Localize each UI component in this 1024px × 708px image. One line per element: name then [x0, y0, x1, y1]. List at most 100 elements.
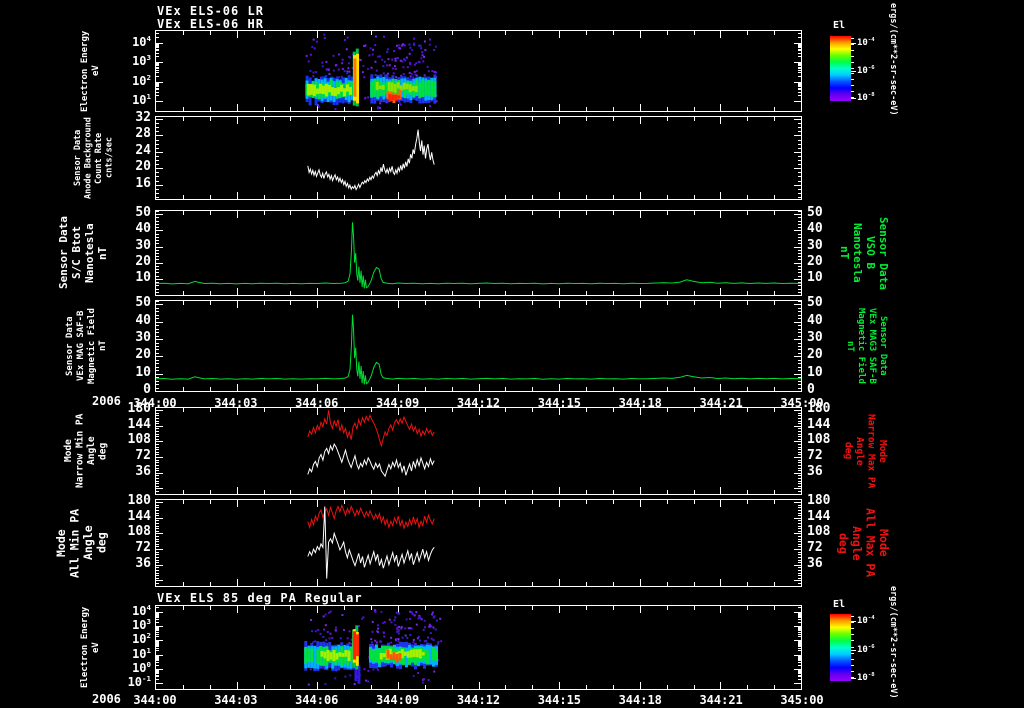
x-tick-mark [452, 211, 453, 215]
y-tick-mark [798, 554, 801, 555]
y-tick-mark [156, 221, 159, 222]
x-tick-mark [774, 408, 775, 412]
x-tick-mark [371, 117, 372, 121]
y-axis-label: 50 [135, 295, 151, 311]
x-tick-mark [452, 408, 453, 412]
x-tick-mark [317, 301, 318, 308]
y-tick-mark [156, 546, 159, 547]
x-tick-mark [344, 387, 345, 391]
x-tick-mark [425, 500, 426, 504]
y-tick-mark [798, 557, 801, 558]
x-tick-mark [586, 301, 587, 305]
y-tick-mark [156, 339, 163, 340]
y-tick-mark [794, 247, 801, 248]
y-tick-mark [156, 483, 159, 484]
x-tick-mark [720, 211, 721, 218]
x-tick-mark [237, 211, 238, 218]
x-tick-mark [290, 291, 291, 295]
y-tick-mark [156, 329, 159, 330]
x-tick-mark [613, 387, 614, 391]
x-tick-mark [317, 384, 318, 391]
y-tick-mark [798, 259, 801, 260]
y-tick-mark [798, 343, 801, 344]
y-tick-mark [798, 462, 801, 463]
y-tick-mark [156, 285, 159, 286]
x-axis-tick-label: 344:12 [456, 396, 501, 410]
x-tick-mark [559, 211, 560, 218]
y-tick-mark [156, 346, 159, 347]
y-axis-label: 103 [132, 53, 151, 69]
y-tick-mark [156, 391, 163, 392]
y-tick-mark [156, 562, 159, 563]
y-axis-label: 180 [127, 493, 151, 509]
x-tick-mark [290, 117, 291, 121]
y-tick-mark [156, 168, 163, 169]
x-tick-mark [586, 408, 587, 412]
x-tick-mark [398, 288, 399, 295]
x-tick-mark [559, 301, 560, 308]
y-tick-mark [798, 253, 801, 254]
x-tick-mark [613, 195, 614, 199]
y-tick-mark [798, 562, 801, 563]
y-tick-mark [156, 575, 159, 576]
right-axis-title-p5: Mode Narrow Max PA Angle deg [842, 413, 889, 489]
colorbar-tick [851, 79, 854, 80]
y-tick-mark [156, 454, 159, 455]
y-tick-mark [156, 282, 159, 283]
colorbar-tick-label: 10-6 [857, 644, 875, 655]
y-tick-mark [156, 123, 159, 124]
y-axis-label: 10 [135, 269, 151, 285]
series-narrow-max-pa [307, 410, 435, 448]
x-tick-mark [452, 301, 453, 305]
y-tick-mark [798, 567, 801, 568]
colorbar-tick-label: 10-4 [857, 615, 875, 626]
y-tick-mark [156, 160, 159, 161]
y-tick-mark [156, 520, 159, 521]
y-axis-label: 101 [132, 645, 151, 661]
y-tick-mark [798, 346, 801, 347]
x-tick-mark [371, 582, 372, 586]
y-tick-mark [798, 363, 801, 364]
y-tick-mark [798, 197, 801, 198]
y-axis-label-right: 72 [807, 540, 823, 556]
y-tick-mark [794, 119, 801, 120]
y-tick-mark [156, 494, 159, 495]
y-tick-mark [156, 452, 159, 453]
y-tick-mark [156, 388, 159, 389]
y-tick-mark [156, 515, 159, 516]
x-tick-mark [210, 408, 211, 412]
x-tick-mark [264, 408, 265, 412]
y-tick-mark [798, 546, 801, 547]
x-tick-mark [532, 500, 533, 504]
x-tick-mark [613, 500, 614, 504]
y-tick-mark [156, 276, 159, 277]
series-vex-mag-saf-b [156, 314, 801, 385]
x-tick-mark [183, 490, 184, 494]
colorbar-tick [851, 665, 854, 666]
x-tick-mark [425, 117, 426, 121]
panel-p3 [155, 210, 802, 296]
y-tick-mark [794, 374, 801, 375]
y-tick-mark [156, 325, 159, 326]
x-tick-mark [747, 117, 748, 121]
x-tick-mark [774, 291, 775, 295]
y-tick-mark [794, 230, 801, 231]
x-tick-mark [613, 291, 614, 295]
y-tick-mark [798, 308, 801, 309]
x-tick-mark [398, 211, 399, 218]
y-tick-mark [798, 388, 801, 389]
y-tick-mark [798, 336, 801, 337]
x-tick-mark [720, 579, 721, 586]
panel1-title-line1: VEx ELS-06 LR [157, 4, 264, 18]
colorbar-tick [851, 616, 854, 617]
y-tick-mark [156, 367, 159, 368]
y-tick-mark [798, 384, 801, 385]
y-tick-mark [156, 322, 163, 323]
y-tick-mark [794, 549, 801, 550]
series-all-max-pa [307, 504, 435, 531]
y-tick-mark [798, 421, 801, 422]
spectrogram-canvas-p1 [156, 31, 801, 111]
y-tick-mark [156, 144, 159, 145]
y-tick-mark [794, 457, 801, 458]
